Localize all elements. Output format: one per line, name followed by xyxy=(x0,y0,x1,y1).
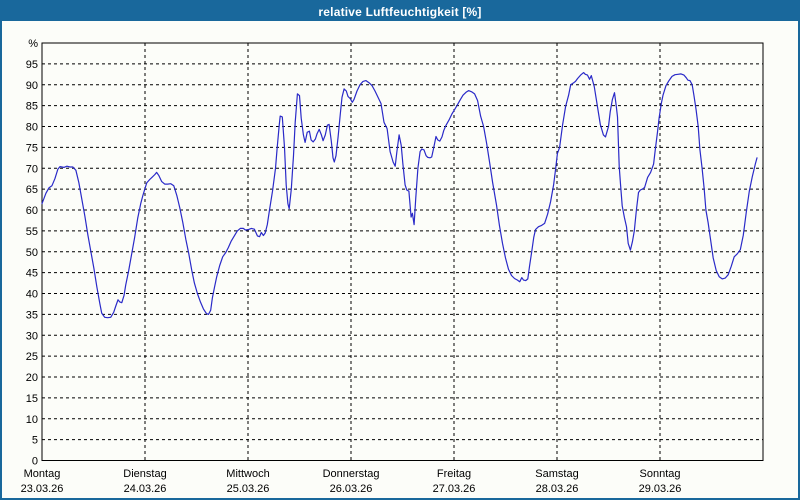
plot-frame xyxy=(41,42,764,461)
x-date-label: 25.03.26 xyxy=(227,483,270,495)
y-tick-label: 25 xyxy=(26,351,38,363)
y-tick-label: 5 xyxy=(32,435,38,447)
y-tick-label: 60 xyxy=(26,205,38,217)
humidity-series-line xyxy=(41,71,758,319)
x-day-label: Freitag xyxy=(437,468,471,480)
y-tick-label: 30 xyxy=(26,330,38,342)
y-tick-label: 75 xyxy=(26,142,38,154)
y-tick-label: 20 xyxy=(26,372,38,384)
window-title: relative Luftfeuchtigkeit [%] xyxy=(318,4,482,19)
y-axis-unit-label: % xyxy=(28,38,38,50)
window-titlebar: relative Luftfeuchtigkeit [%] xyxy=(2,2,798,21)
y-tick-label: 0 xyxy=(32,456,38,468)
x-day-label: Montag xyxy=(24,468,61,480)
y-tick-label: 45 xyxy=(26,268,38,280)
y-tick-label: 35 xyxy=(26,309,38,321)
y-tick-label: 50 xyxy=(26,247,38,259)
x-date-label: 27.03.26 xyxy=(433,483,476,495)
y-tick-label: 85 xyxy=(26,101,38,113)
y-tick-label: 95 xyxy=(26,59,38,71)
y-tick-label: 10 xyxy=(26,414,38,426)
x-date-label: 28.03.26 xyxy=(536,483,579,495)
y-tick-label: 15 xyxy=(26,393,38,405)
x-date-label: 24.03.26 xyxy=(124,483,167,495)
y-tick-label: 70 xyxy=(26,163,38,175)
y-tick-label: 55 xyxy=(26,226,38,238)
x-date-label: 26.03.26 xyxy=(330,483,373,495)
y-tick-label: 65 xyxy=(26,184,38,196)
x-day-label: Donnerstag xyxy=(323,468,380,480)
y-tick-label: 90 xyxy=(26,80,38,92)
y-tick-label: 80 xyxy=(26,122,38,134)
x-day-label: Sonntag xyxy=(640,468,681,480)
x-date-label: 29.03.26 xyxy=(639,483,682,495)
x-day-label: Dienstag xyxy=(123,468,166,480)
x-date-label: 23.03.26 xyxy=(21,483,64,495)
y-tick-label: 40 xyxy=(26,289,38,301)
x-day-label: Mittwoch xyxy=(226,468,269,480)
x-day-label: Samstag xyxy=(535,468,578,480)
